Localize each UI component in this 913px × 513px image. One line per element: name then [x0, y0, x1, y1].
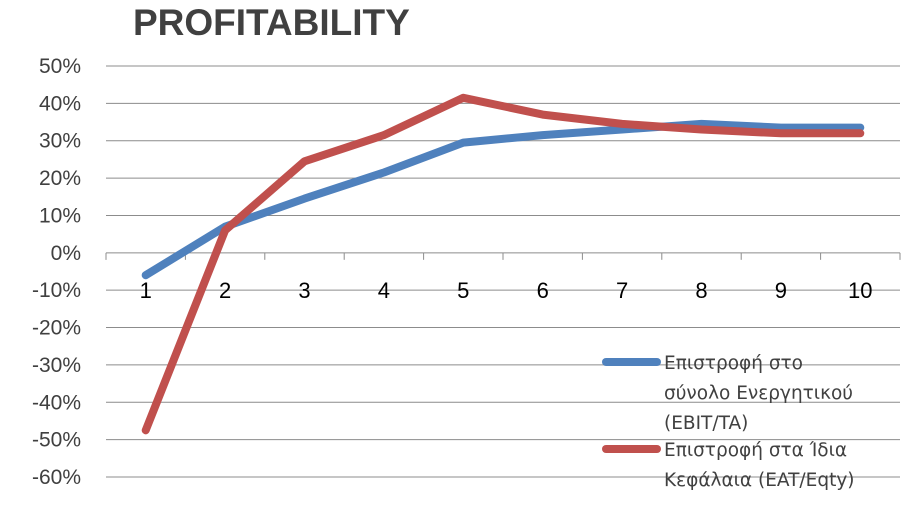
- y-tick-label: 10%: [39, 204, 81, 227]
- x-tick-label: 10: [848, 278, 872, 303]
- y-tick-label: -20%: [32, 317, 81, 340]
- y-tick-label: -10%: [32, 279, 81, 302]
- legend-label: σύνολο Ενεργητικού: [664, 383, 853, 404]
- series-lines: [141, 93, 865, 435]
- x-tick-label: 2: [219, 278, 231, 303]
- series-line-ebit-ta: [141, 119, 865, 280]
- legend-label: Κεφάλαια (EAT/Eqty): [664, 470, 855, 491]
- x-tick-label: 4: [378, 278, 390, 303]
- x-tick-label: 3: [298, 278, 310, 303]
- y-tick-label: -30%: [32, 354, 81, 377]
- y-tick-label: 0%: [51, 242, 81, 265]
- x-tick-label: 8: [695, 278, 707, 303]
- x-tick-label: 6: [537, 278, 549, 303]
- y-tick-label: 50%: [39, 55, 81, 78]
- x-tick-label: 1: [140, 278, 152, 303]
- chart-title: PROFITABILITY: [133, 2, 410, 43]
- y-tick-label: 30%: [39, 130, 81, 153]
- x-tick-label: 5: [457, 278, 469, 303]
- y-tick-label: -40%: [32, 391, 81, 414]
- y-tick-label: 20%: [39, 167, 81, 190]
- x-tick-label: 9: [775, 278, 787, 303]
- y-tick-label: 40%: [39, 92, 81, 115]
- gridlines: [106, 65, 900, 478]
- legend-label: Επιστροφή στο: [664, 353, 803, 374]
- legend-label: Επιστροφή στα Ίδια: [664, 440, 847, 461]
- x-tick-label: 7: [616, 278, 628, 303]
- legend: Επιστροφή στο σύνολο Ενεργητικού (EBIT/TA)…: [602, 353, 855, 491]
- legend-label: (EBIT/TA): [664, 413, 748, 434]
- y-axis-tick-labels: 50% 40% 30% 20% 10% 0% -10% -20% -30% -40% -50% -60…: [32, 55, 81, 489]
- x-axis: 1 2 3 4 5 6 7 8 9 10: [105, 252, 901, 303]
- y-tick-label: -50%: [32, 429, 81, 452]
- y-tick-label: -60%: [32, 466, 81, 489]
- series-line-eat-eqty: [141, 93, 865, 435]
